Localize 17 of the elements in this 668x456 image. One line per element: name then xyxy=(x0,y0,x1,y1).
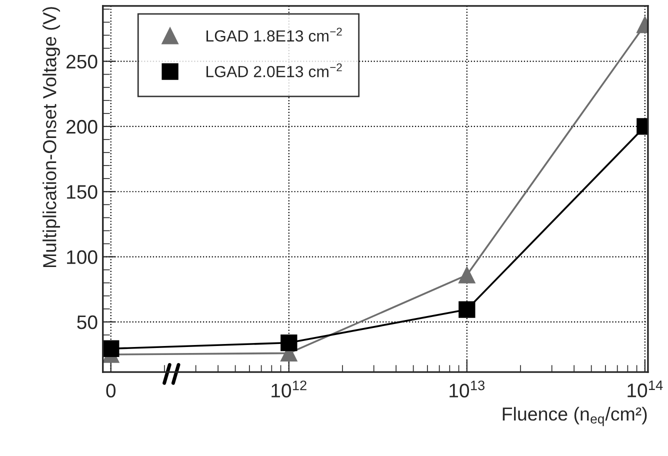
x-tick-label: 10$^{12}$ xyxy=(272,380,306,398)
point xyxy=(458,301,476,318)
point xyxy=(280,334,298,352)
y-tick-label: 250 xyxy=(66,54,98,69)
x-tick-label: 0 xyxy=(106,384,116,398)
x-tick-label: 10$^{13}$ xyxy=(450,380,484,398)
y-tick-label: 150 xyxy=(67,185,98,199)
y-tick-label: 200 xyxy=(66,120,98,134)
legend-label: LGAD 1.8E13 cm$^{−2}$ xyxy=(206,28,342,42)
x-axis-title: Fluence (n$_{eq}$/cm²) xyxy=(502,406,647,426)
legend-label: LGAD 2.0E13 cm$^{−2}$ xyxy=(206,63,342,78)
point xyxy=(458,266,476,284)
y-axis-title: Multiplication-Onset Voltage (V) xyxy=(42,7,60,267)
y-tick-label: 100 xyxy=(67,250,98,264)
y-tick-label: 50 xyxy=(77,315,98,330)
x-tick-label: 10$^{14}$ xyxy=(628,380,663,398)
point xyxy=(102,340,120,357)
